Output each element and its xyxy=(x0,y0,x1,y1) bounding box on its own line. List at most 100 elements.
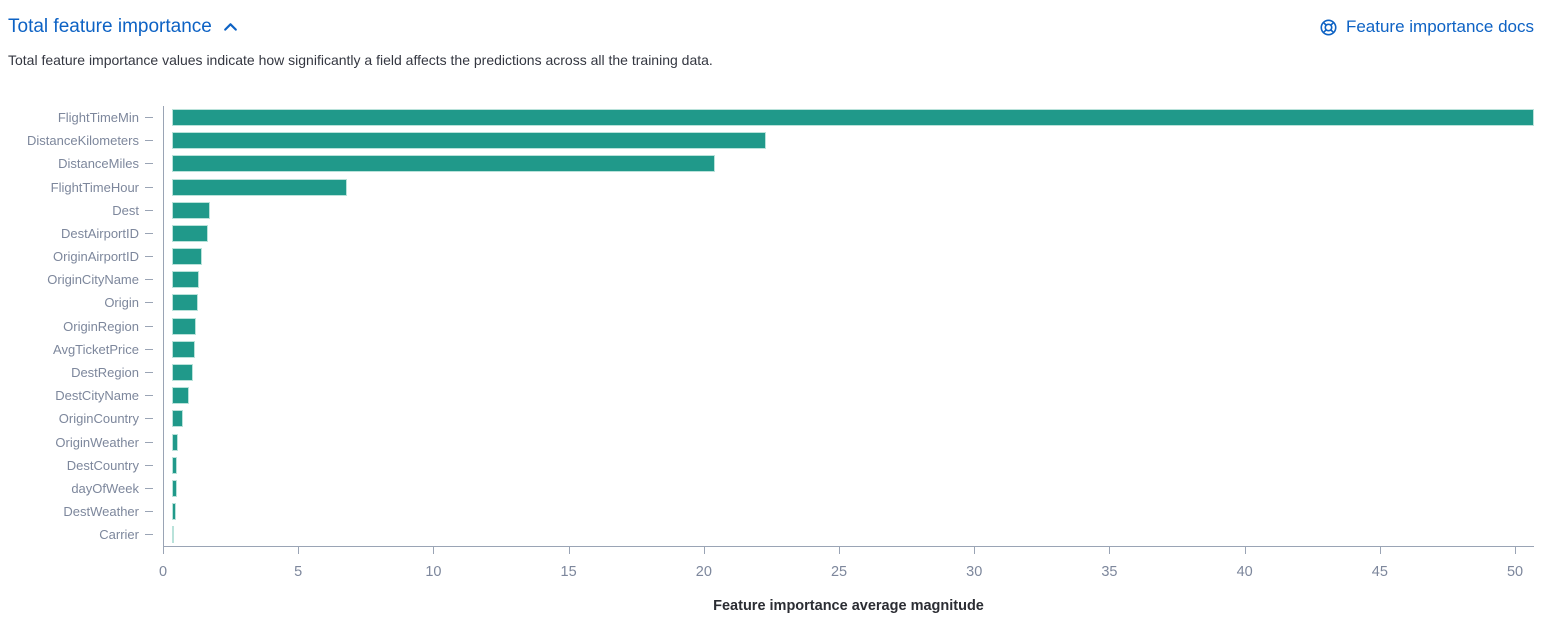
bar-DistanceKilometers[interactable] xyxy=(172,132,766,150)
bar-AvgTicketPrice[interactable] xyxy=(172,340,196,358)
x-tick-label: 10 xyxy=(425,564,442,581)
x-axis-title: Feature importance average magnitude xyxy=(713,598,984,615)
bar-DestCountry[interactable] xyxy=(172,456,177,474)
x-tick-mark xyxy=(839,546,841,555)
bar-track xyxy=(172,340,1534,358)
chart-plot-area: FlightTimeMin DistanceKilometers DistanceM… xyxy=(8,105,1534,547)
y-tick-mark xyxy=(145,534,153,536)
x-tick-mark xyxy=(703,546,705,555)
y-axis-label: AvgTicketPrice xyxy=(53,341,139,357)
y-axis-label: OriginRegion xyxy=(63,318,139,334)
y-axis-label: Dest xyxy=(112,202,139,218)
chevron-up-icon[interactable] xyxy=(222,19,239,36)
x-tick-label: 40 xyxy=(1236,564,1253,581)
bar-Origin[interactable] xyxy=(172,294,198,312)
chart-row: FlightTimeHour xyxy=(8,175,1534,198)
y-axis-label: OriginCityName xyxy=(47,272,139,288)
chart-row: AvgTicketPrice xyxy=(8,338,1534,361)
panel-description: Total feature importance values indicate… xyxy=(8,52,713,68)
y-tick-mark xyxy=(145,325,153,327)
bar-OriginWeather[interactable] xyxy=(172,433,178,451)
bar-track xyxy=(172,201,1534,219)
y-tick-mark xyxy=(145,348,153,350)
x-tick-label: 30 xyxy=(966,564,983,581)
chart-row: Origin xyxy=(8,291,1534,314)
y-axis-label: OriginWeather xyxy=(55,434,139,450)
bar-track xyxy=(172,132,1534,150)
y-axis-label: DestWeather xyxy=(63,504,139,520)
bar-OriginRegion[interactable] xyxy=(172,317,197,335)
bar-track xyxy=(172,410,1534,428)
feature-importance-docs-link[interactable]: Feature importance docs xyxy=(1319,17,1534,37)
x-tick-label: 0 xyxy=(158,564,168,581)
y-axis-label: DestCountry xyxy=(66,457,139,473)
x-tick-label: 25 xyxy=(830,564,848,581)
x-tick-mark xyxy=(163,546,164,555)
bar-track xyxy=(172,271,1534,289)
bar-track xyxy=(172,248,1534,266)
chart-row: OriginAirportID xyxy=(8,245,1534,268)
y-tick-mark xyxy=(145,302,153,304)
y-axis-label: DistanceKilometers xyxy=(27,133,139,149)
chart-row: Dest xyxy=(8,199,1534,222)
chart-row: dayOfWeek xyxy=(8,477,1534,500)
bar-track xyxy=(172,387,1534,405)
x-axis-line xyxy=(163,546,1534,548)
chart-row: OriginCityName xyxy=(8,268,1534,291)
bar-track xyxy=(172,294,1534,312)
x-tick-label: 35 xyxy=(1101,564,1118,581)
x-tick-label: 20 xyxy=(695,564,712,581)
y-axis-label: DestAirportID xyxy=(60,225,139,241)
y-tick-mark xyxy=(145,464,153,466)
y-tick-mark xyxy=(145,395,153,397)
bar-OriginCityName[interactable] xyxy=(172,271,199,289)
y-tick-mark xyxy=(145,116,153,118)
y-tick-mark xyxy=(145,487,153,489)
chart-row: OriginCountry xyxy=(8,407,1534,430)
bar-Carrier[interactable] xyxy=(172,526,174,544)
bar-Dest[interactable] xyxy=(172,201,210,219)
y-tick-mark xyxy=(145,232,153,234)
y-tick-mark xyxy=(145,279,153,281)
y-axis-label: OriginAirportID xyxy=(53,249,139,265)
bar-OriginAirportID[interactable] xyxy=(172,248,202,266)
section-collapse-toggle[interactable]: Total feature importance xyxy=(8,16,239,38)
bar-DestWeather[interactable] xyxy=(172,503,176,521)
bar-FlightTimeMin[interactable] xyxy=(172,108,1534,126)
chart-row: DistanceKilometers xyxy=(8,129,1534,152)
y-tick-mark xyxy=(145,511,153,513)
x-axis: Feature importance average magnitude 0 5 1… xyxy=(8,546,1534,614)
y-axis-label: FlightTimeMin xyxy=(57,109,139,125)
y-tick-mark xyxy=(145,441,153,443)
feature-importance-bar-chart: FlightTimeMin DistanceKilometers DistanceM… xyxy=(8,105,1534,614)
lifebuoy-help-icon xyxy=(1319,18,1338,37)
bar-DestAirportID[interactable] xyxy=(172,224,209,242)
y-tick-mark xyxy=(145,140,153,142)
chart-row: DestWeather xyxy=(8,500,1534,523)
bar-DistanceMiles[interactable] xyxy=(172,155,715,173)
y-axis-label: DestCityName xyxy=(55,388,139,404)
bar-track xyxy=(172,178,1534,196)
y-tick-mark xyxy=(145,256,153,258)
x-tick-mark xyxy=(568,546,570,555)
bar-dayOfWeek[interactable] xyxy=(172,479,177,497)
bar-track xyxy=(172,108,1534,126)
x-tick-mark xyxy=(433,546,435,555)
bar-FlightTimeHour[interactable] xyxy=(172,178,347,196)
y-tick-mark xyxy=(145,418,153,420)
x-tick-mark xyxy=(1109,546,1111,555)
y-axis-label: FlightTimeHour xyxy=(50,179,139,195)
bar-DestRegion[interactable] xyxy=(172,364,193,382)
y-axis-label: DestRegion xyxy=(71,365,139,381)
y-axis-line xyxy=(163,105,164,547)
y-axis-label: OriginCountry xyxy=(58,411,139,427)
bar-track xyxy=(172,526,1534,544)
y-axis-label: Origin xyxy=(104,295,139,311)
chart-row: DestAirportID xyxy=(8,222,1534,245)
y-tick-mark xyxy=(145,163,153,165)
bar-track xyxy=(172,224,1534,242)
bar-DestCityName[interactable] xyxy=(172,387,189,405)
y-axis-label: dayOfWeek xyxy=(71,480,139,496)
docs-link-label: Feature importance docs xyxy=(1345,17,1534,36)
bar-OriginCountry[interactable] xyxy=(172,410,183,428)
